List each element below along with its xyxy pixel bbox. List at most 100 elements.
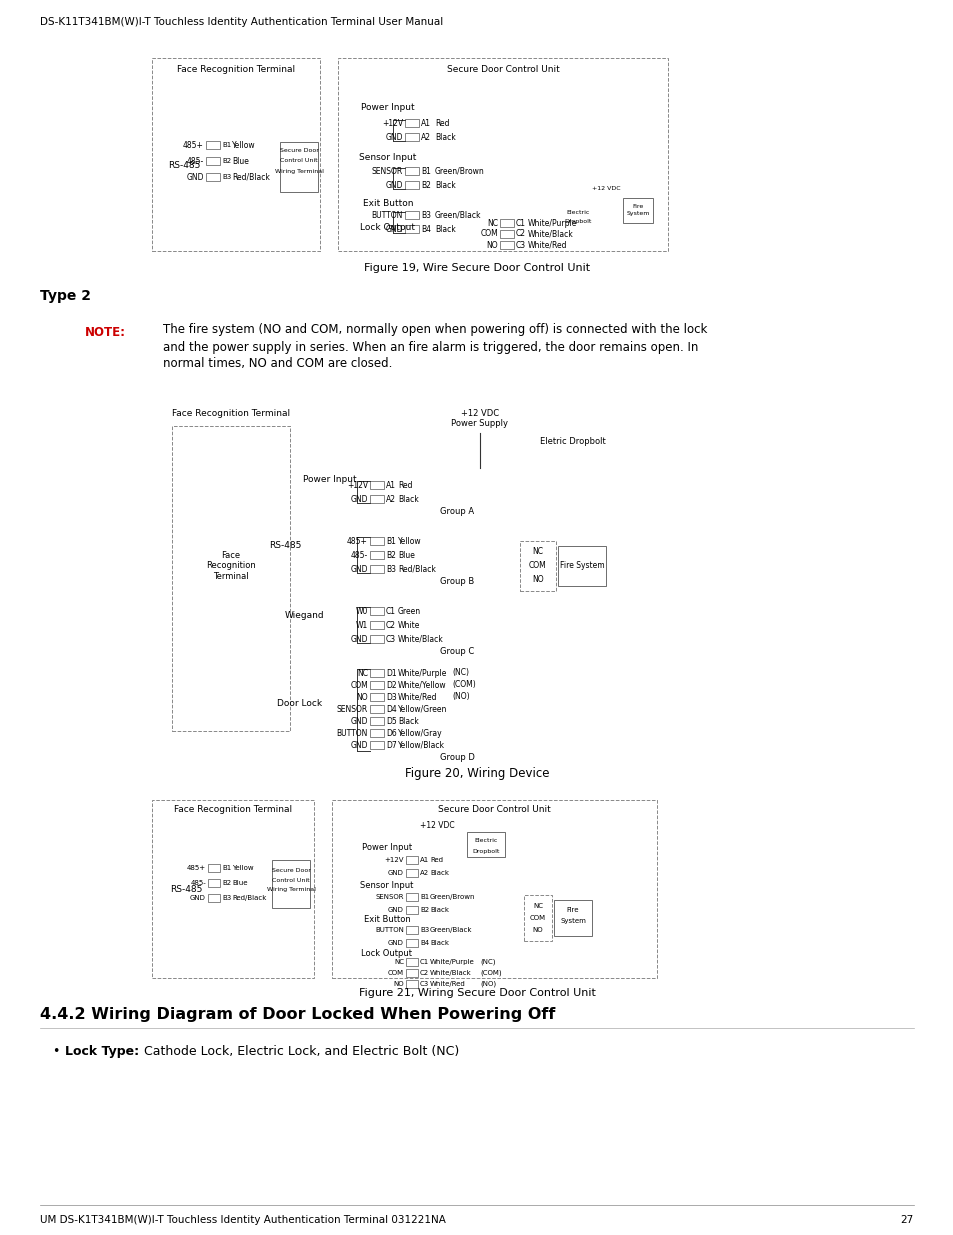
Text: White/Black: White/Black [527, 230, 573, 238]
Text: A1: A1 [386, 480, 395, 489]
Text: Electric: Electric [566, 210, 589, 215]
Bar [622, 198, 652, 224]
Text: GND: GND [385, 132, 402, 142]
Text: Face Recognition Terminal: Face Recognition Terminal [173, 805, 292, 815]
Bar [206, 141, 220, 149]
Text: Red/Black: Red/Black [397, 564, 436, 573]
Text: B3: B3 [386, 564, 395, 573]
Text: RS-485: RS-485 [269, 541, 301, 551]
Text: D3: D3 [386, 693, 396, 701]
Text: +12V: +12V [381, 119, 402, 127]
Text: GND: GND [388, 940, 403, 946]
Text: NC: NC [533, 903, 542, 909]
Text: GND: GND [388, 869, 403, 876]
Bar [152, 800, 314, 978]
Text: White/Yellow: White/Yellow [397, 680, 446, 689]
Bar [272, 860, 310, 908]
Bar [280, 142, 317, 191]
Text: Yellow/Black: Yellow/Black [397, 741, 444, 750]
Text: Red: Red [397, 480, 412, 489]
Text: B2: B2 [419, 906, 429, 913]
Text: 485-: 485- [190, 881, 206, 885]
Text: BUTTON: BUTTON [372, 210, 402, 220]
Bar [206, 173, 220, 182]
Text: White/Black: White/Black [430, 969, 471, 976]
Text: B4: B4 [419, 940, 429, 946]
Bar [208, 879, 220, 887]
Text: and the power supply in series. When an fire alarm is triggered, the door remain: and the power supply in series. When an … [163, 341, 698, 353]
Text: B3: B3 [419, 927, 429, 932]
Text: Control Unit: Control Unit [280, 158, 317, 163]
Text: (NC): (NC) [452, 668, 469, 678]
Text: Face
Recognition
Terminal: Face Recognition Terminal [206, 551, 255, 580]
Text: C3: C3 [386, 635, 395, 643]
Bar [405, 133, 418, 141]
Bar [406, 856, 417, 864]
Bar [370, 621, 384, 629]
Bar [406, 906, 417, 914]
Bar [370, 729, 384, 737]
Text: Power Supply: Power Supply [451, 419, 508, 427]
Text: Exit Button: Exit Button [363, 915, 410, 925]
Text: Lock Output: Lock Output [361, 950, 412, 958]
Text: SENSOR: SENSOR [372, 167, 402, 175]
Text: A1: A1 [420, 119, 431, 127]
Text: Power Input: Power Input [361, 104, 415, 112]
Bar [370, 669, 384, 677]
Text: D5: D5 [386, 716, 396, 725]
Text: Group B: Group B [439, 577, 474, 585]
Bar [337, 58, 667, 251]
Text: Cathode Lock, Electric Lock, and Electric Bolt (NC): Cathode Lock, Electric Lock, and Electri… [140, 1046, 458, 1058]
Bar [467, 832, 504, 857]
Text: Fire: Fire [632, 204, 643, 209]
Text: SENSOR: SENSOR [375, 894, 403, 900]
Bar [406, 969, 417, 977]
Text: B2: B2 [222, 881, 231, 885]
Text: B2: B2 [420, 180, 431, 189]
Text: Door Lock: Door Lock [277, 699, 322, 708]
Text: Wiegand: Wiegand [285, 611, 324, 620]
Text: COM: COM [479, 230, 497, 238]
Text: Yellow: Yellow [232, 864, 253, 871]
Text: NC: NC [486, 219, 497, 227]
Text: (NC): (NC) [479, 958, 495, 966]
Text: Yellow/Green: Yellow/Green [397, 704, 447, 714]
Text: Yellow: Yellow [397, 536, 421, 546]
Text: Black: Black [435, 180, 456, 189]
Text: Black: Black [430, 906, 449, 913]
Text: B1: B1 [222, 142, 231, 148]
Text: NO: NO [532, 927, 543, 932]
Text: Red: Red [430, 857, 442, 863]
Text: +12V: +12V [384, 857, 403, 863]
Text: GND: GND [350, 716, 368, 725]
Text: GND: GND [350, 494, 368, 504]
Bar [370, 564, 384, 573]
Text: NC: NC [356, 668, 368, 678]
Text: Green/Brown: Green/Brown [435, 167, 484, 175]
Text: C1: C1 [386, 606, 395, 615]
Text: (COM): (COM) [479, 969, 501, 976]
Bar [370, 693, 384, 701]
Bar [206, 157, 220, 165]
Text: B2: B2 [222, 158, 231, 164]
Text: White/Red: White/Red [397, 693, 437, 701]
Bar [523, 895, 552, 941]
Text: B3: B3 [222, 174, 231, 180]
Text: C3: C3 [516, 241, 525, 249]
Text: •: • [52, 1046, 59, 1058]
Text: White/Red: White/Red [527, 241, 567, 249]
Text: Black: Black [397, 494, 418, 504]
Text: Red: Red [435, 119, 449, 127]
Text: BUTTON: BUTTON [336, 729, 368, 737]
Text: D4: D4 [386, 704, 396, 714]
Text: 485-: 485- [351, 551, 368, 559]
Text: B4: B4 [420, 225, 431, 233]
Text: Lock Type:: Lock Type: [65, 1046, 139, 1058]
Text: C2: C2 [386, 620, 395, 630]
Text: Eletric Dropbolt: Eletric Dropbolt [539, 436, 605, 446]
Text: Face Recognition Terminal: Face Recognition Terminal [176, 64, 294, 74]
Bar [406, 926, 417, 934]
Text: (NO): (NO) [479, 981, 496, 987]
Text: The fire system (NO and COM, normally open when powering off) is connected with : The fire system (NO and COM, normally op… [163, 324, 706, 336]
Text: Figure 20, Wiring Device: Figure 20, Wiring Device [404, 767, 549, 779]
